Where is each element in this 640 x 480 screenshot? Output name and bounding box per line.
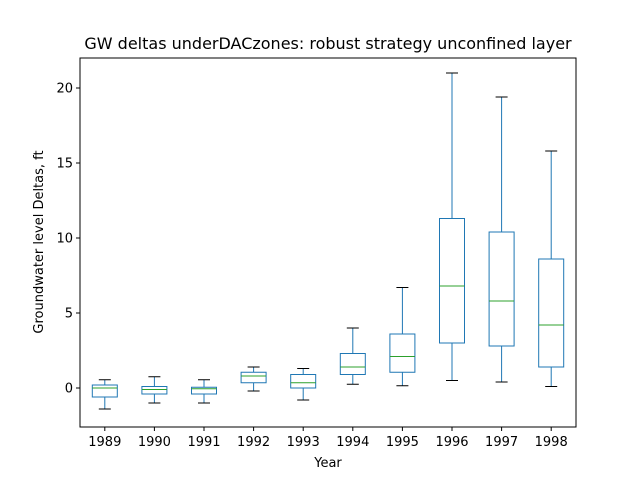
box-iqr <box>439 218 465 344</box>
box-iqr <box>538 258 565 368</box>
x-tick-label: 1992 <box>237 435 270 450</box>
y-tick-label: 20 <box>56 82 73 97</box>
box-iqr <box>240 371 267 384</box>
y-tick-label: 15 <box>56 157 73 172</box>
chart-title: GW deltas underDACzones: robust strategy… <box>84 34 572 53</box>
box-iqr <box>141 386 168 395</box>
x-tick-label: 1997 <box>485 435 518 450</box>
x-tick-label: 1993 <box>287 435 320 450</box>
y-tick-label: 0 <box>65 382 73 397</box>
x-tick-label: 1990 <box>138 435 171 450</box>
y-axis-label: Groundwater level Deltas, ft <box>32 150 47 333</box>
x-axis-label: Year <box>313 456 342 471</box>
x-tick-label: 1991 <box>187 435 220 450</box>
x-tick-label: 1998 <box>535 435 568 450</box>
box-iqr <box>389 333 416 373</box>
box-iqr <box>488 231 515 347</box>
box-iqr <box>191 386 217 395</box>
axes-frame <box>79 57 577 428</box>
box-iqr <box>290 374 317 389</box>
box-iqr <box>339 353 366 375</box>
x-tick-label: 1989 <box>88 435 121 450</box>
box-iqr <box>91 384 118 398</box>
x-tick-label: 1996 <box>435 435 468 450</box>
x-tick-label: 1995 <box>386 435 419 450</box>
x-tick-label: 1994 <box>336 435 369 450</box>
y-tick-label: 5 <box>65 307 73 322</box>
plot-area: 0 5 10 15 20 1989 1990 1991 1992 1993 1994 1995 1996… <box>56 72 568 450</box>
y-tick-label: 10 <box>56 232 73 247</box>
